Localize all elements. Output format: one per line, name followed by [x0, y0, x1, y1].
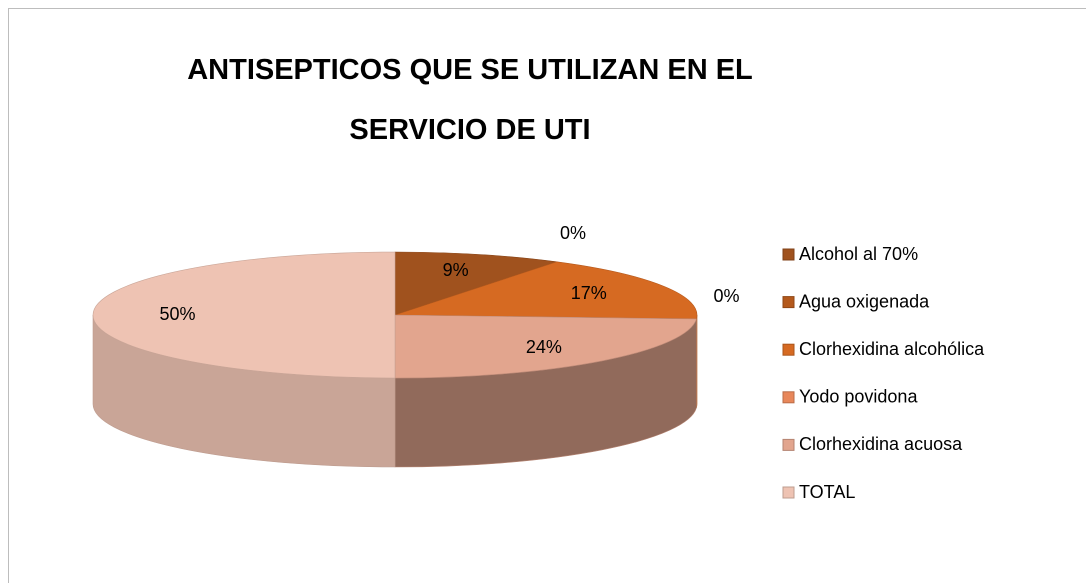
- slice: [92, 251, 396, 379]
- chart-title: ANTISEPTICOS QUE SE UTILIZAN EN EL SERVI…: [187, 54, 753, 146]
- slice: [394, 251, 557, 316]
- legend-label: Agua oxigenada: [799, 291, 930, 311]
- legend-label: Alcohol al 70%: [799, 244, 918, 264]
- legend-label: TOTAL: [799, 482, 855, 502]
- data-label: 24%: [526, 337, 562, 357]
- data-label: 0%: [560, 223, 586, 243]
- data-label: 9%: [443, 260, 469, 280]
- legend-label: Yodo povidona: [799, 387, 918, 407]
- legend-swatch: [782, 248, 795, 261]
- legend-label: Clorhexidina alcohólica: [799, 339, 985, 359]
- data-label: 50%: [160, 304, 196, 324]
- legend-swatch: [782, 343, 795, 356]
- legend-swatch: [782, 391, 795, 404]
- data-label: 0%: [714, 286, 740, 306]
- legend-swatch: [782, 296, 795, 309]
- legend-label: Clorhexidina acuosa: [799, 434, 963, 454]
- chart-border: [8, 8, 1086, 583]
- legend-swatch: [782, 486, 795, 499]
- slice: [394, 261, 698, 320]
- slice: [394, 314, 697, 379]
- data-label: 17%: [571, 283, 607, 303]
- legend-swatch: [782, 438, 795, 451]
